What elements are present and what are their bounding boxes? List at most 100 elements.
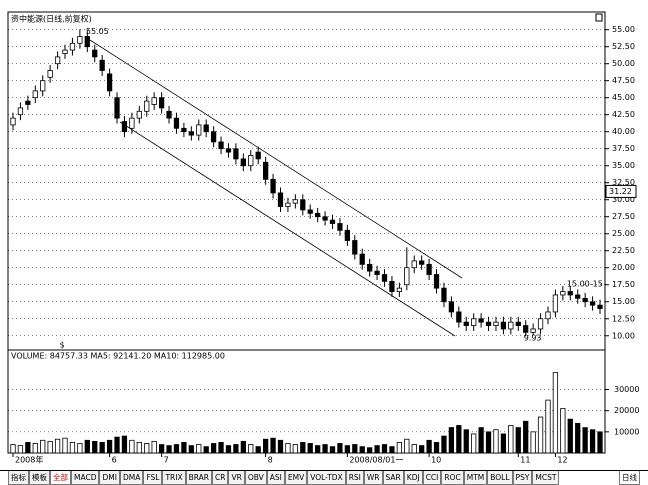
candle-body xyxy=(523,325,529,333)
candle-body xyxy=(263,161,269,180)
volume-bar xyxy=(181,442,187,454)
volume-bar xyxy=(25,442,31,454)
volume-bar xyxy=(158,444,165,454)
candle-body xyxy=(419,260,425,265)
toolbar-tab[interactable]: SAR xyxy=(382,471,404,485)
candle-body xyxy=(552,294,559,313)
window-icon[interactable] xyxy=(595,13,603,22)
volume-bar xyxy=(411,444,417,454)
candle-body xyxy=(396,287,403,292)
toolbar-tab[interactable]: MCST xyxy=(532,471,560,485)
volume-title: VOLUME: 84757.33 MA5: 92141.20 MA10: 112… xyxy=(11,352,225,361)
toolbar-tab[interactable]: CR xyxy=(212,471,229,485)
toolbar-tab[interactable]: MTM xyxy=(463,471,488,485)
y-tick-label: 12.50 xyxy=(612,314,635,323)
x-tick-label: 11 xyxy=(520,456,530,465)
candle-body xyxy=(597,304,603,309)
volume-bar xyxy=(485,431,492,454)
toolbar-tab[interactable]: VR xyxy=(228,471,245,485)
candle-body xyxy=(426,263,432,275)
candle-body xyxy=(359,253,365,265)
x-tick-label: 2008/08/01一 xyxy=(349,456,403,465)
volume-bar xyxy=(144,443,150,454)
volume-bar xyxy=(106,439,113,454)
volume-bar xyxy=(121,435,128,454)
volume-bar xyxy=(225,445,232,454)
chart: 资中能源(日线,前复权) VOLUME: 84757.33 MA5: 92141… xyxy=(7,11,639,465)
candle-body xyxy=(537,318,544,330)
volume-bar xyxy=(537,416,544,454)
toolbar-tab[interactable]: 全部 xyxy=(50,471,71,485)
volume-bar xyxy=(196,444,202,454)
volume-bar xyxy=(114,436,120,454)
volume-bar xyxy=(419,445,425,454)
toolbar-tab[interactable]: VOL-TDX xyxy=(307,471,346,485)
toolbar-tab[interactable]: FSL xyxy=(143,471,163,485)
y-tick-label: 15.00 xyxy=(612,297,635,306)
candle-body xyxy=(307,209,313,214)
volume-bar xyxy=(10,444,16,454)
candle-body xyxy=(277,192,284,207)
volume-bar xyxy=(433,442,440,454)
candle-body xyxy=(10,117,16,126)
annotation: 15.00-15 xyxy=(567,280,603,289)
candle-body xyxy=(493,321,499,326)
toolbar-tab[interactable]: TRIX xyxy=(162,471,186,485)
period-button[interactable]: 日线 xyxy=(619,471,640,485)
volume-bar xyxy=(426,439,432,454)
candle-body xyxy=(77,36,83,44)
toolbar-tab[interactable]: ROC xyxy=(441,471,464,485)
toolbar-tab[interactable]: DMA xyxy=(119,471,144,485)
volume-bar xyxy=(77,443,83,454)
toolbar-tab[interactable]: CCI xyxy=(422,471,442,485)
candle-body xyxy=(54,56,61,65)
candle-body xyxy=(433,274,440,289)
candle-body xyxy=(285,202,291,207)
toolbar-tab[interactable]: KDJ xyxy=(403,471,423,485)
toolbar-tab[interactable]: BOLL xyxy=(487,471,513,485)
toolbar-tab[interactable]: DMI xyxy=(99,471,120,485)
volume-bar xyxy=(218,442,224,454)
volume-bar xyxy=(210,443,217,454)
candle-body xyxy=(456,311,462,323)
candle-body xyxy=(196,124,202,136)
candle-body xyxy=(567,291,573,296)
volume-bar xyxy=(92,440,98,454)
candle-body xyxy=(352,240,358,255)
toolbar-tab[interactable]: BRAR xyxy=(185,471,213,485)
volume-bar xyxy=(337,443,343,454)
volume-bar xyxy=(166,445,172,454)
candle-body xyxy=(106,73,113,92)
toolbar-tab[interactable]: PSY xyxy=(512,471,533,485)
candle-body xyxy=(322,216,328,221)
volume-bar xyxy=(32,443,38,454)
candle-body xyxy=(582,297,588,303)
toolbar-tab[interactable]: MACD xyxy=(71,471,100,485)
volume-bar xyxy=(597,431,603,454)
y-tick-label: 47.50 xyxy=(612,76,635,85)
toolbar-tab[interactable]: 模板 xyxy=(29,471,50,485)
y-tick-label: 52.50 xyxy=(612,42,635,51)
volume-bar xyxy=(263,438,269,454)
candle-body xyxy=(188,131,194,136)
candle-body xyxy=(485,321,492,326)
y-tick-label: 17.50 xyxy=(612,280,635,289)
y-tick-label: 55.00 xyxy=(612,25,635,34)
toolbar-tab[interactable]: OBV xyxy=(244,471,267,485)
volume-bar xyxy=(463,429,469,454)
toolbar-tab[interactable]: EMV xyxy=(284,471,308,485)
annotation: 55.05 xyxy=(86,27,109,36)
toolbar-tab[interactable]: 指标 xyxy=(8,471,29,485)
y-tick-label: 30.00 xyxy=(612,195,635,204)
toolbar-tab[interactable]: WR xyxy=(363,471,383,485)
candle-body xyxy=(478,318,484,323)
volume-bar xyxy=(62,437,68,454)
toolbar-tab[interactable]: RSI xyxy=(345,471,364,485)
volume-bar xyxy=(173,444,180,454)
candle-body xyxy=(344,229,350,241)
candle-body xyxy=(545,311,551,320)
toolbar-tab[interactable]: ASI xyxy=(266,471,285,485)
x-tick-label: 8 xyxy=(268,456,273,465)
volume-bar xyxy=(240,440,246,454)
